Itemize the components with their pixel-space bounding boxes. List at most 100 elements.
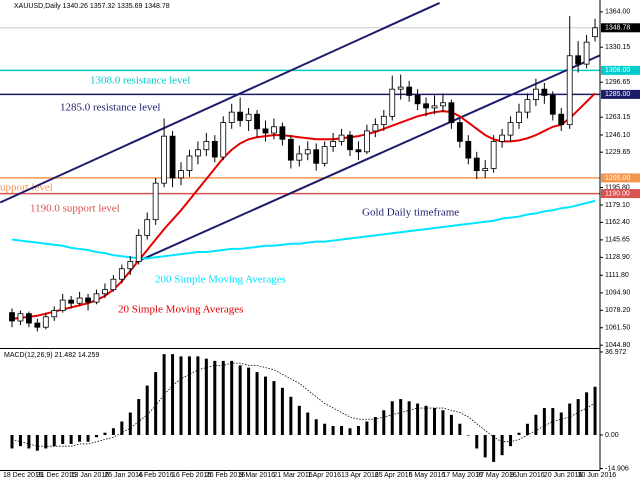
- macd-bar: [433, 408, 436, 435]
- candle-body: [516, 111, 522, 123]
- candle-body: [330, 140, 337, 147]
- candle-body: [549, 95, 556, 115]
- candle-body: [465, 140, 472, 159]
- candle-body: [389, 88, 396, 117]
- level-annotation: 1190.0 support level: [30, 203, 120, 215]
- y-tick-label: 1364.00: [605, 9, 630, 16]
- x-tick-label: 5 May 2016: [409, 472, 446, 479]
- macd-bar: [542, 408, 546, 435]
- macd-bar: [576, 399, 580, 435]
- x-tick-label: 4 Feb 2016: [138, 472, 174, 479]
- candle-body: [194, 149, 201, 157]
- candle-body: [102, 289, 108, 295]
- level-annotation: upport level: [0, 182, 53, 194]
- candle-body: [228, 111, 235, 123]
- macd-bar: [568, 403, 572, 435]
- macd-bar: [466, 434, 470, 436]
- macd-bar: [390, 401, 394, 435]
- macd-bar: [534, 414, 538, 435]
- x-tick-label: 18 Dec 2015: [3, 472, 43, 479]
- macd-bar: [128, 412, 132, 435]
- candle-body: [127, 261, 134, 270]
- macd-bar: [551, 408, 555, 435]
- candle-body: [507, 122, 514, 136]
- x-tick-label: 27 May 2016: [476, 472, 517, 479]
- candle-body: [423, 103, 429, 109]
- macd-bar: [247, 367, 251, 435]
- macd-bar: [323, 423, 327, 435]
- candle-body: [592, 27, 598, 38]
- macd-bar: [27, 434, 31, 449]
- candle-body: [541, 88, 548, 96]
- level-label: 1205.00: [605, 175, 630, 182]
- candle-body: [262, 128, 269, 134]
- y-tick-label: 36.972: [605, 349, 627, 356]
- macd-bar: [272, 381, 276, 435]
- x-tick-label: 16 Feb 2016: [172, 472, 211, 479]
- candle-body: [110, 278, 117, 291]
- candle-body: [203, 140, 210, 151]
- macd-bar: [559, 412, 563, 435]
- macd-bar: [297, 405, 301, 435]
- candle-body: [161, 135, 168, 184]
- y-tick-label: 1179.10: [605, 202, 630, 209]
- y-tick-label: -14.906: [605, 465, 629, 472]
- candle-body: [85, 297, 91, 303]
- macd-bar: [196, 356, 200, 435]
- candle-body: [524, 99, 531, 113]
- macd-bar: [416, 403, 420, 435]
- x-tick-label: 13 Jan 2016: [71, 472, 110, 479]
- candle-body: [76, 297, 83, 304]
- y-tick-label: 1128.90: [605, 254, 630, 261]
- level-label: 1190.00: [605, 190, 630, 197]
- series-annotation: 20 Simple Moving Averages: [118, 304, 243, 316]
- macd-bar: [356, 425, 360, 435]
- macd-bar: [382, 410, 386, 435]
- trendline: [0, 2, 440, 204]
- y-tick-label: 1229.65: [605, 149, 630, 156]
- macd-bar: [399, 399, 403, 435]
- macd-bar: [145, 385, 149, 435]
- macd-bar: [306, 412, 310, 435]
- macd-bar: [585, 392, 589, 435]
- y-tick-label: 1162.40: [605, 219, 630, 226]
- y-tick-label: 1330.15: [605, 44, 630, 51]
- y-tick-label: 1246.10: [605, 132, 630, 139]
- macd-bar: [213, 360, 217, 435]
- series-annotation: 200 Simple Moving Averages: [155, 274, 286, 286]
- candle-body: [406, 86, 413, 96]
- macd-bar: [255, 372, 259, 435]
- macd-bar: [162, 354, 166, 435]
- candle-body: [321, 146, 328, 164]
- candle-body: [135, 234, 142, 262]
- candle-body: [397, 86, 404, 90]
- macd-bar: [18, 434, 22, 447]
- macd-bar: [35, 434, 39, 451]
- candle-body: [566, 55, 573, 126]
- candle-body: [237, 111, 244, 121]
- macd-bar: [475, 434, 479, 449]
- macd-bar: [365, 421, 369, 435]
- candle-body: [51, 310, 58, 318]
- x-tick-label: 26 Feb 2016: [206, 472, 245, 479]
- candle-body: [68, 299, 75, 304]
- macd-bar: [593, 386, 597, 435]
- candle-body: [414, 95, 421, 105]
- macd-bar: [111, 428, 115, 435]
- macd-bar: [424, 405, 428, 435]
- candle-body: [583, 41, 590, 65]
- x-tick-label: 20 Jun 2016: [544, 472, 583, 479]
- x-tick-label: 21 Mar 2016: [273, 472, 312, 479]
- macd-bar: [238, 365, 242, 435]
- moving-average: [11, 199, 596, 260]
- macd-bar: [517, 432, 521, 435]
- moving-average: [11, 92, 596, 320]
- macd-bar: [69, 434, 73, 444]
- candle-body: [9, 312, 15, 322]
- x-tick-label: 30 Jun 2016: [578, 472, 617, 479]
- candle-body: [575, 55, 582, 65]
- candle-body: [499, 134, 506, 142]
- candle-body: [287, 138, 294, 161]
- x-tick-label: 31 Dec 2015: [37, 472, 77, 479]
- candle-body: [34, 322, 41, 328]
